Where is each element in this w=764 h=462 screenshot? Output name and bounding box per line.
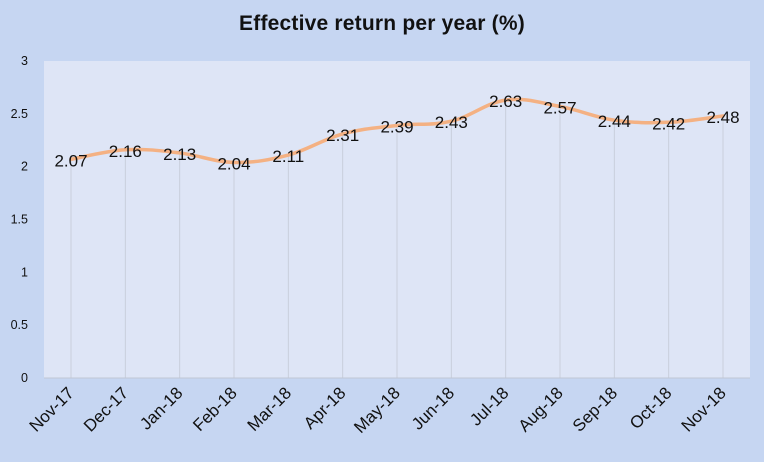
x-tick-label: Nov-18 [678, 383, 730, 435]
data-labels: 2.07 2.16 2.13 2.04 2.11 2.31 2.39 2.43 2.63 2.57… [54, 92, 739, 173]
data-label: 2.43 [435, 113, 468, 132]
data-label: 2.04 [217, 154, 250, 173]
x-tick-label: Dec-17 [80, 383, 132, 435]
x-axis-ticks: Nov-17 Dec-17 Jan-18 Feb-18 Mar-18 Apr-18 May-… [26, 383, 730, 437]
x-tick-label: Oct-18 [626, 383, 676, 433]
data-label: 2.11 [272, 147, 304, 166]
y-tick-label: 2.5 [11, 107, 28, 121]
data-label: 2.13 [163, 145, 196, 164]
y-tick-label: 1.5 [11, 213, 28, 227]
x-tick-label: Aug-18 [515, 383, 567, 435]
data-label: 2.57 [543, 98, 576, 117]
y-tick-label: 2 [21, 160, 28, 174]
y-axis-ticks: 0 0.5 1 1.5 2 2.5 3 [11, 54, 28, 385]
data-label: 2.39 [380, 117, 413, 136]
chart-title: Effective return per year (%) [239, 12, 525, 35]
y-tick-label: 1 [21, 265, 28, 279]
data-label: 2.07 [54, 151, 87, 170]
x-tick-label: Feb-18 [189, 383, 241, 435]
y-tick-label: 0 [21, 371, 28, 385]
x-tick-label: Mar-18 [244, 383, 296, 435]
y-tick-label: 3 [21, 54, 28, 68]
data-label: 2.48 [706, 108, 739, 127]
data-label: 2.31 [326, 126, 359, 145]
gridlines [44, 100, 750, 379]
series-line [69, 97, 725, 165]
x-tick-label: Jul-18 [466, 383, 512, 429]
x-tick-label: Apr-18 [300, 383, 350, 433]
x-tick-label: Jan-18 [136, 383, 186, 433]
y-tick-label: 0.5 [11, 318, 28, 332]
data-label: 2.44 [598, 112, 631, 131]
x-tick-label: Sep-18 [569, 383, 621, 435]
x-tick-label: Jun-18 [408, 383, 458, 433]
data-label: 2.42 [652, 114, 685, 133]
x-tick-label: May-18 [350, 383, 404, 437]
data-label: 2.16 [109, 142, 142, 161]
x-tick-label: Nov-17 [26, 383, 78, 435]
data-label: 2.63 [489, 92, 522, 111]
